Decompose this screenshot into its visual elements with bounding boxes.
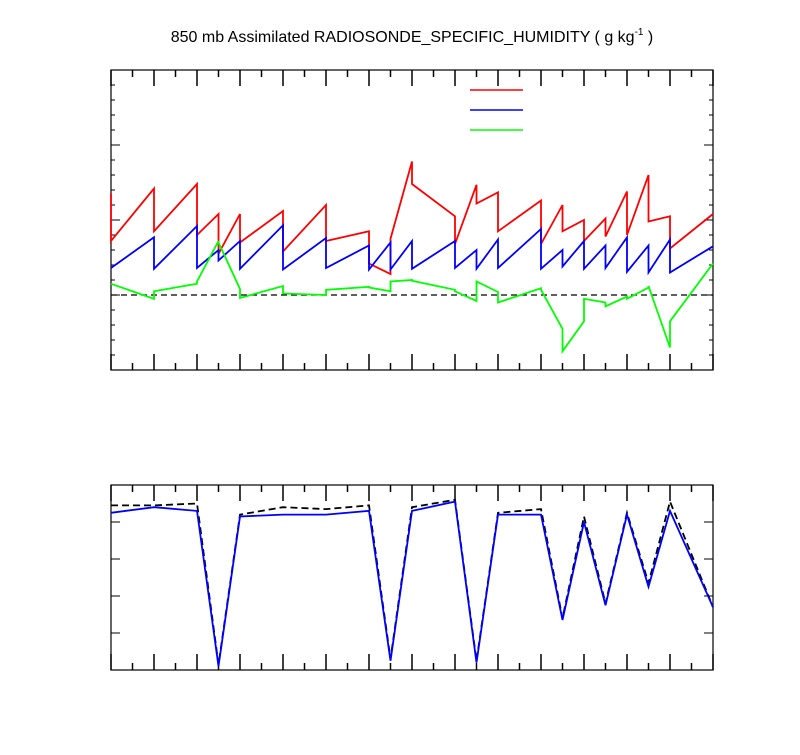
chart-title-superscript: -1: [635, 27, 644, 38]
chart-title-end: ): [643, 29, 653, 46]
series-line-sprd-ob-error: [110, 223, 714, 276]
series-line-possible: [111, 498, 714, 665]
bottom-plot: [110, 484, 714, 671]
top-plot: [110, 69, 714, 371]
plot-frame: [110, 69, 714, 371]
series-line-assimilated: [110, 500, 714, 667]
chart-title-text: 850 mb Assimilated RADIOSONDE_SPECIFIC_H…: [171, 29, 635, 46]
chart-title: 850 mb Assimilated RADIOSONDE_SPECIFIC_H…: [171, 27, 654, 46]
series-line-bias-o-f: [110, 240, 714, 355]
series-line-rmse: [110, 161, 714, 276]
